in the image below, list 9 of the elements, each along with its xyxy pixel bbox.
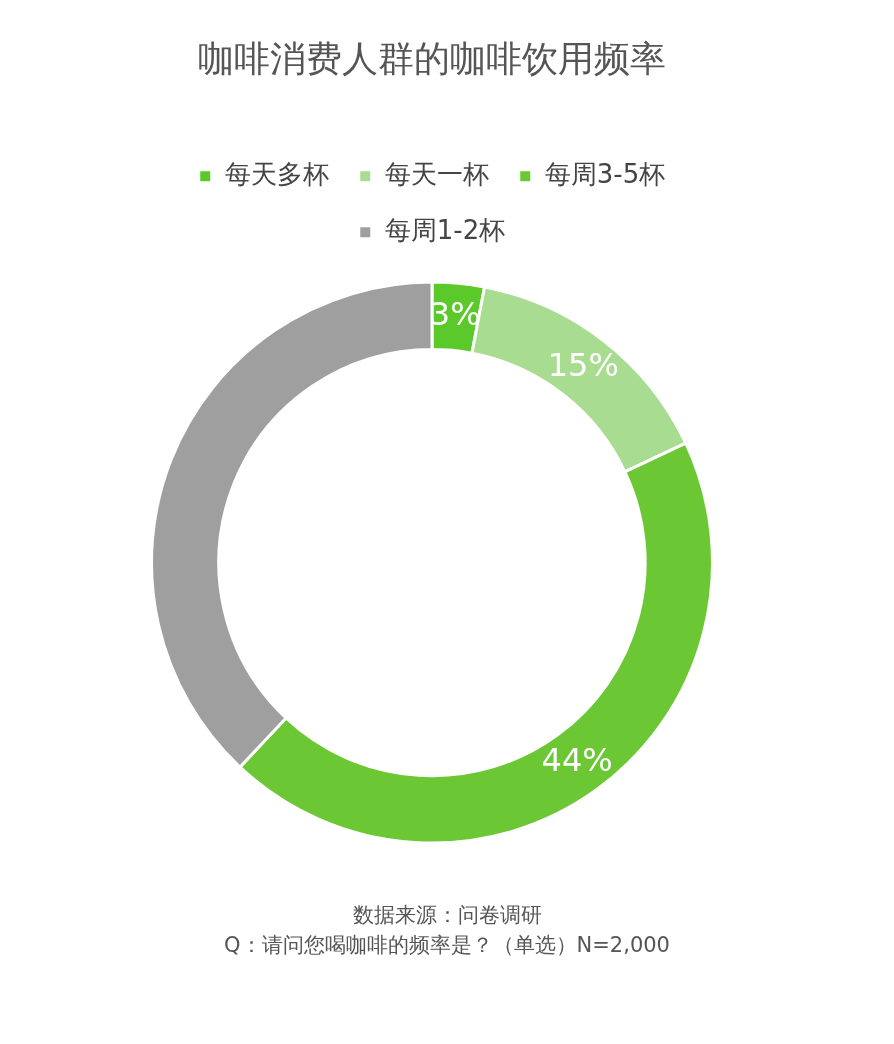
legend-label: 每周3-5杯	[544, 158, 666, 189]
legend-label: 每周1-2杯	[384, 214, 506, 245]
source-note: 数据来源：问卷调研	[351, 902, 543, 929]
data-label: 15%	[547, 345, 619, 384]
data-label: 44%	[541, 740, 613, 779]
chart-title: 咖啡消费人群的咖啡饮用频率	[198, 37, 666, 79]
legend-label: 每天一杯	[384, 158, 489, 189]
text: Q：请问您喝咖啡的频率是？（单选）N=2,000	[223, 932, 671, 959]
legend-label: 每天多杯	[224, 158, 329, 189]
